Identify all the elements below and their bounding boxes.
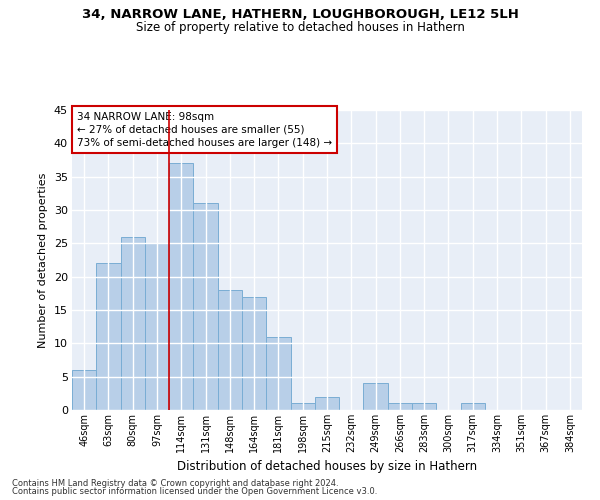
Bar bbox=[461, 404, 485, 410]
Bar bbox=[412, 404, 436, 410]
Bar bbox=[266, 336, 290, 410]
Bar bbox=[388, 404, 412, 410]
Bar bbox=[169, 164, 193, 410]
Bar bbox=[364, 384, 388, 410]
Y-axis label: Number of detached properties: Number of detached properties bbox=[38, 172, 48, 348]
Text: Contains HM Land Registry data © Crown copyright and database right 2024.: Contains HM Land Registry data © Crown c… bbox=[12, 478, 338, 488]
Bar bbox=[218, 290, 242, 410]
Bar bbox=[242, 296, 266, 410]
Bar bbox=[193, 204, 218, 410]
Bar bbox=[290, 404, 315, 410]
Bar bbox=[315, 396, 339, 410]
Text: 34 NARROW LANE: 98sqm
← 27% of detached houses are smaller (55)
73% of semi-deta: 34 NARROW LANE: 98sqm ← 27% of detached … bbox=[77, 112, 332, 148]
Bar bbox=[72, 370, 96, 410]
X-axis label: Distribution of detached houses by size in Hathern: Distribution of detached houses by size … bbox=[177, 460, 477, 473]
Text: Size of property relative to detached houses in Hathern: Size of property relative to detached ho… bbox=[136, 21, 464, 34]
Text: 34, NARROW LANE, HATHERN, LOUGHBOROUGH, LE12 5LH: 34, NARROW LANE, HATHERN, LOUGHBOROUGH, … bbox=[82, 8, 518, 20]
Bar bbox=[121, 236, 145, 410]
Bar bbox=[96, 264, 121, 410]
Text: Contains public sector information licensed under the Open Government Licence v3: Contains public sector information licen… bbox=[12, 487, 377, 496]
Bar bbox=[145, 244, 169, 410]
